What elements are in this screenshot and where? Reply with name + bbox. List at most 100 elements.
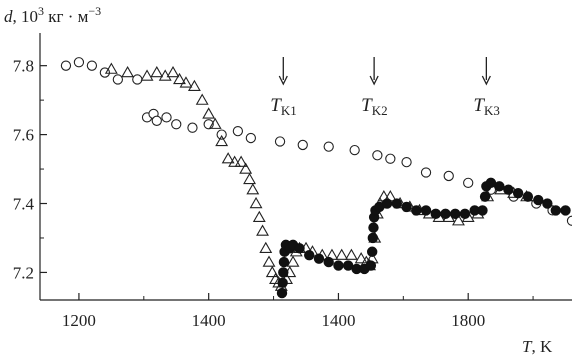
open-circle-point bbox=[323, 141, 334, 152]
open-triangle-point bbox=[252, 210, 266, 222]
series-1 bbox=[60, 57, 572, 226]
open-triangle-point bbox=[262, 255, 276, 267]
annotation-label-1: TK1 bbox=[270, 95, 296, 118]
open-triangle-point bbox=[249, 196, 263, 209]
filled-circle-point bbox=[533, 194, 544, 206]
annotation-symbol: T bbox=[361, 95, 373, 116]
open-circle-point bbox=[151, 115, 162, 126]
open-circle-point bbox=[385, 153, 396, 164]
annotation-arrow-head bbox=[369, 75, 379, 86]
y-axis-exp: 3 bbox=[38, 4, 44, 18]
y-axis-units-exp: −3 bbox=[88, 4, 101, 18]
series-3 bbox=[276, 177, 571, 299]
open-circle-point bbox=[372, 150, 383, 161]
open-triangle-point bbox=[221, 152, 235, 164]
open-circle-point bbox=[443, 170, 454, 182]
filled-circle-point bbox=[430, 208, 441, 220]
filled-circle-point bbox=[542, 198, 553, 209]
annotation-arrow-head bbox=[481, 75, 491, 86]
open-circle-point bbox=[245, 132, 257, 144]
y-axis-title: d, 103 кг · м−3 bbox=[4, 4, 101, 26]
filled-circle-point bbox=[381, 198, 393, 209]
annotation-subscript: K3 bbox=[484, 103, 500, 118]
filled-circle-point bbox=[367, 232, 379, 244]
open-triangle-point bbox=[173, 72, 186, 85]
open-circle-point bbox=[349, 144, 360, 156]
open-circle-point bbox=[161, 112, 172, 123]
filled-circle-point bbox=[391, 198, 403, 209]
open-triangle-point bbox=[452, 214, 465, 226]
filled-circle-point bbox=[277, 277, 288, 288]
open-triangle-point bbox=[344, 248, 358, 260]
open-triangle-point bbox=[121, 65, 135, 78]
filled-circle-point bbox=[323, 256, 334, 268]
filled-circle-point bbox=[479, 191, 491, 202]
filled-circle-point bbox=[333, 260, 344, 271]
filled-circle-point bbox=[477, 205, 488, 216]
filled-circle-point bbox=[401, 201, 412, 213]
filled-circle-point bbox=[440, 208, 451, 220]
open-triangle-point bbox=[104, 62, 118, 74]
open-triangle-point bbox=[259, 241, 273, 253]
filled-circle-point bbox=[494, 181, 505, 192]
open-circle-point bbox=[60, 60, 72, 71]
open-triangle-point bbox=[243, 172, 257, 185]
filled-circle-point bbox=[503, 184, 514, 195]
open-triangle-point bbox=[215, 134, 229, 147]
x-tick-label: 1200 bbox=[62, 311, 96, 330]
open-triangle-point bbox=[195, 93, 209, 105]
y-axis-units: кг · м bbox=[44, 7, 89, 26]
filled-circle-point bbox=[365, 260, 377, 271]
open-triangle-point bbox=[202, 107, 216, 119]
filled-circle-point bbox=[276, 287, 288, 299]
filled-circle-point bbox=[450, 208, 461, 220]
filled-circle-point bbox=[512, 187, 524, 199]
open-triangle-point bbox=[286, 255, 300, 267]
filled-circle-point bbox=[560, 205, 571, 216]
annotation-subscript: K2 bbox=[372, 103, 388, 118]
open-circle-point bbox=[73, 57, 85, 68]
filled-circle-point bbox=[366, 246, 378, 257]
y-tick-label: 7.6 bbox=[13, 126, 34, 145]
open-triangle-point bbox=[335, 248, 349, 260]
open-circle-point bbox=[401, 157, 412, 168]
y-axis-symbol: d bbox=[4, 7, 13, 26]
filled-circle-point bbox=[522, 191, 534, 202]
open-triangle-point bbox=[256, 224, 269, 236]
filled-circle-point bbox=[313, 253, 325, 264]
open-triangle-point bbox=[150, 65, 164, 78]
y-axis-rest: , 10 bbox=[13, 7, 39, 26]
open-triangle-point bbox=[265, 265, 279, 278]
x-axis-title: T, K bbox=[522, 337, 553, 356]
open-circle-point bbox=[463, 177, 474, 188]
filled-circle-point bbox=[459, 208, 471, 220]
open-triangle-point bbox=[166, 65, 180, 78]
y-tick-label: 7.4 bbox=[13, 195, 35, 214]
open-circle-point bbox=[274, 136, 286, 147]
filled-circle-point bbox=[278, 267, 289, 278]
open-triangle-point bbox=[187, 79, 201, 92]
annotation-arrow-head bbox=[278, 75, 288, 86]
filled-circle-point bbox=[278, 256, 290, 268]
open-triangle-point bbox=[234, 155, 248, 167]
open-triangle-point bbox=[208, 117, 222, 129]
open-triangle-point bbox=[140, 69, 154, 81]
filled-circle-point bbox=[550, 205, 561, 216]
open-triangle-point bbox=[354, 252, 368, 264]
open-circle-point bbox=[112, 74, 124, 85]
open-circle-point bbox=[132, 74, 143, 85]
annotation-subscript: K1 bbox=[281, 103, 297, 118]
open-triangle-point bbox=[246, 183, 260, 195]
open-circle-point bbox=[297, 139, 308, 151]
open-circle-point bbox=[566, 215, 572, 226]
annotation-label-2: TK2 bbox=[361, 95, 387, 118]
filled-circle-point bbox=[368, 222, 379, 233]
filled-circle-point bbox=[411, 205, 422, 216]
open-triangle-point bbox=[228, 155, 242, 167]
filled-circle-point bbox=[304, 250, 315, 261]
open-circle-point bbox=[232, 125, 244, 137]
open-triangle-point bbox=[179, 76, 193, 88]
y-tick-label: 7.8 bbox=[13, 57, 34, 76]
